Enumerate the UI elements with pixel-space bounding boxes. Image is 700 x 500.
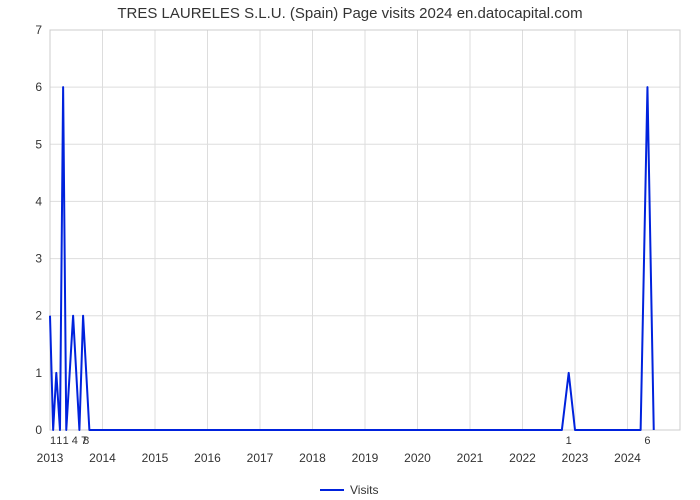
y-tick-label: 7 bbox=[35, 23, 42, 37]
x-tick-label: 2020 bbox=[404, 451, 431, 465]
plot-area bbox=[50, 30, 680, 430]
x-tick-label: 2017 bbox=[247, 451, 274, 465]
legend-label: Visits bbox=[350, 483, 378, 497]
point-label: 8 bbox=[83, 435, 89, 447]
x-tick-label: 2013 bbox=[37, 451, 64, 465]
y-tick-label: 0 bbox=[35, 423, 42, 437]
y-tick-label: 5 bbox=[35, 137, 42, 151]
y-tick-label: 1 bbox=[35, 366, 42, 380]
point-label: 1 bbox=[566, 435, 572, 447]
y-tick-label: 3 bbox=[35, 252, 42, 266]
x-tick-label: 2014 bbox=[89, 451, 116, 465]
y-tick-label: 2 bbox=[35, 309, 42, 323]
point-label: 1 bbox=[56, 435, 62, 447]
y-tick-label: 4 bbox=[35, 194, 42, 208]
x-tick-label: 2015 bbox=[142, 451, 169, 465]
point-label: 6 bbox=[644, 435, 650, 447]
x-tick-label: 2022 bbox=[509, 451, 536, 465]
visits-chart: TRES LAURELES S.L.U. (Spain) Page visits… bbox=[0, 0, 700, 500]
x-tick-label: 2018 bbox=[299, 451, 326, 465]
x-tick-label: 2021 bbox=[457, 451, 484, 465]
x-tick-label: 2024 bbox=[614, 451, 641, 465]
x-tick-label: 2023 bbox=[562, 451, 589, 465]
x-tick-label: 2016 bbox=[194, 451, 221, 465]
x-tick-label: 2019 bbox=[352, 451, 379, 465]
chart-title: TRES LAURELES S.L.U. (Spain) Page visits… bbox=[117, 5, 582, 22]
point-label: 1 bbox=[50, 435, 56, 447]
y-tick-label: 6 bbox=[35, 80, 42, 94]
